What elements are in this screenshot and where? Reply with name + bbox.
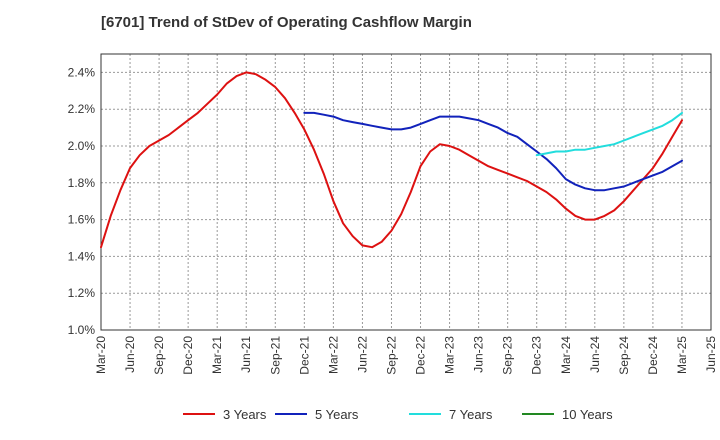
legend-label: 3 Years (223, 407, 267, 422)
legend-item: 10 Years (522, 407, 613, 422)
series-line-3-years (100, 71, 683, 249)
y-tick-label: 1.2% (68, 286, 96, 300)
y-tick-label: 2.0% (68, 139, 96, 153)
legend: 3 Years 5 Years 7 Years 10 Years (183, 407, 613, 422)
y-tick-label: 1.8% (68, 176, 96, 190)
x-tick-label: Sep-22 (384, 336, 398, 375)
legend-item: 3 Years (183, 407, 267, 422)
x-tick-label: Jun-20 (123, 336, 137, 373)
x-tick-label: Dec-24 (646, 336, 660, 375)
legend-item: 7 Years (409, 407, 493, 422)
x-tick-label: Sep-23 (501, 336, 515, 375)
x-tick-label: Jun-21 (239, 336, 253, 373)
x-tick-label: Sep-24 (617, 336, 631, 375)
x-tick-label: Dec-21 (297, 336, 311, 375)
x-tick-label: Dec-22 (414, 336, 428, 375)
x-tick-label: Mar-24 (559, 336, 573, 374)
y-tick-label: 1.0% (68, 323, 96, 337)
chart-title: [6701] Trend of StDev of Operating Cashf… (101, 14, 472, 31)
x-tick-label: Mar-21 (210, 336, 224, 374)
y-tick-label: 1.4% (68, 249, 96, 263)
x-tick-label: Mar-25 (675, 336, 689, 374)
y-tick-label: 2.4% (68, 65, 96, 79)
x-tick-label: Mar-22 (326, 336, 340, 374)
x-axis-tick-labels: Mar-20 Jun-20 Sep-20 Dec-20 Mar-21 Jun-21 Sep-… (94, 336, 718, 375)
series-lines (100, 71, 683, 249)
x-tick-label: Mar-20 (94, 336, 108, 374)
series-line-5-years (303, 111, 683, 192)
x-tick-label: Sep-20 (152, 336, 166, 375)
x-tick-label: Jun-23 (472, 336, 486, 373)
legend-label: 7 Years (449, 407, 493, 422)
x-tick-label: Jun-24 (588, 336, 602, 373)
grid-lines (100, 54, 712, 331)
y-axis-tick-labels: 1.0% 1.2% 1.4% 1.6% 1.8% 2.0% 2.2% 2.4% (68, 65, 96, 337)
plot-background (101, 54, 711, 330)
x-tick-label: Dec-20 (181, 336, 195, 375)
legend-item: 5 Years (275, 407, 359, 422)
x-tick-label: Dec-23 (530, 336, 544, 375)
legend-label: 5 Years (315, 407, 359, 422)
x-tick-label: Jun-22 (355, 336, 369, 373)
x-tick-label: Sep-21 (268, 336, 282, 375)
x-tick-label: Mar-23 (443, 336, 457, 374)
plot-frame (100, 53, 712, 331)
legend-label: 10 Years (562, 407, 613, 422)
x-tick-label: Jun-25 (704, 336, 718, 373)
series-line-7-years (535, 111, 683, 157)
y-tick-label: 1.6% (68, 213, 96, 227)
y-tick-label: 2.2% (68, 102, 96, 116)
